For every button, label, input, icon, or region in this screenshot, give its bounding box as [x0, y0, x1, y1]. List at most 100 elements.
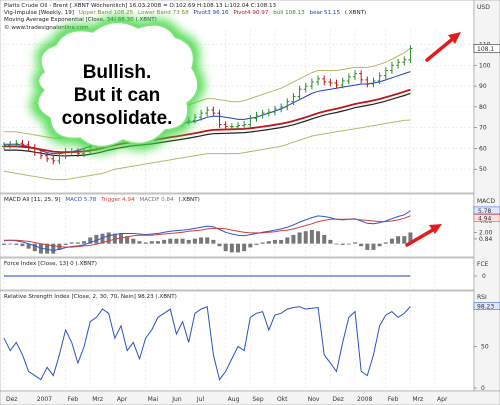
time-axis-label-15: Mrz — [412, 396, 423, 403]
macd-hist-bar-11 — [69, 242, 74, 244]
bubble-annotation: Bullish. But it can consolidate. — [30, 15, 205, 154]
macd-hist-bar-4 — [26, 243, 31, 249]
time-axis-label-4: Apr — [117, 396, 128, 403]
macd-hist-bar-55 — [340, 243, 345, 245]
bubble-line-1: Bullish. — [83, 62, 152, 83]
macd-hist-bar-29 — [180, 238, 185, 244]
macd-hist-bar-21 — [131, 238, 136, 244]
macd-hist-bar-64 — [396, 236, 401, 244]
time-axis-label-0: Dez — [6, 396, 17, 403]
price-tick-label-5: 100 — [479, 62, 491, 69]
upper-band-label: Upper Band 108.25 — [79, 10, 134, 16]
macd-hist-bar-53 — [328, 239, 333, 244]
macd-hist-bar-31 — [192, 238, 197, 244]
bear-label: bear 51.15 — [310, 10, 341, 16]
rsi-panel — [0, 290, 475, 392]
rsi-axis-label: RSI — [477, 294, 487, 301]
macd-hist-bar-61 — [377, 243, 382, 247]
rsi-line — [3, 305, 411, 381]
macd-hist-bar-24 — [149, 241, 154, 244]
macd-hist-bar-39 — [242, 243, 247, 252]
last-price-badge — [473, 44, 500, 53]
macd-hist-bar-22 — [137, 241, 142, 244]
macd-hist-bar-35 — [217, 243, 222, 247]
watermark: © www.tradesignalonline.com — [4, 24, 89, 31]
price-tick-label-2: 70 — [479, 125, 487, 132]
macd-hist-bar-46 — [285, 237, 290, 244]
macd-hist-bar-23 — [143, 242, 148, 244]
header-line-1: Platts Crude Oil - Brent [.XBNT Wöchentl… — [4, 3, 277, 9]
bubble-line-3: consolidate. — [62, 108, 173, 129]
macd-hist-bar-15 — [94, 234, 99, 244]
macd-tick-label-2: 0.84 — [479, 236, 493, 243]
time-axis-area — [0, 390, 500, 405]
macd-hist-bar-44 — [272, 239, 277, 244]
time-axis-label-7: Jul — [196, 396, 205, 403]
macd-title-suffix: (.XBNT) — [178, 197, 199, 203]
bubble-line-2: But it can — [74, 85, 161, 106]
last-price-label: 108.1 — [477, 46, 494, 53]
macd-value-label: 5.78 — [478, 208, 492, 215]
macd-hist-bar-50 — [309, 229, 314, 244]
macd-hist-bar-41 — [254, 243, 259, 245]
macd-line — [3, 210, 411, 252]
macd-hist-bar-20 — [125, 236, 130, 244]
macd-hist-bar-58 — [359, 243, 364, 247]
macd-hist-bar-16 — [100, 233, 105, 244]
macd-hist-bar-8 — [51, 243, 56, 254]
macd-tick-label-1: 2.00 — [479, 229, 493, 236]
macd-hist-bar-49 — [303, 231, 308, 244]
macd-hist-bar-45 — [279, 239, 284, 244]
macd-hist-bar-3 — [20, 243, 25, 247]
macd-hist-bar-65 — [402, 236, 407, 244]
rsi-title: Relative Strength Index [Close, 2, 30, 7… — [4, 294, 177, 300]
price-tick-label-3: 80 — [479, 104, 487, 111]
macd-hist-bar-51 — [316, 231, 321, 244]
macd-hist-bar-42 — [260, 242, 265, 244]
macd-hist-bar-66 — [408, 232, 413, 244]
rsi-tick-label-0: 50 — [481, 344, 489, 351]
rsi-group — [3, 305, 411, 381]
force-panel — [0, 257, 475, 291]
macd-hist-bar-59 — [365, 243, 370, 250]
price-tick-label-0: 50 — [479, 166, 487, 173]
header-line-2: Vig-Impulse [Weekly, 19] Upper Band 108.… — [4, 10, 366, 16]
macd-hist-bar-13 — [82, 241, 87, 244]
vig-impulse-label: Vig-Impulse [Weekly, 19] — [4, 10, 74, 16]
macd-hist-bar-40 — [248, 243, 253, 248]
trigger-line — [4, 215, 411, 248]
macd-hist-bar-17 — [106, 232, 111, 244]
macd-hist-bar-12 — [75, 242, 80, 244]
macd-hist-bar-63 — [389, 238, 394, 244]
macd-hist-bar-32 — [199, 237, 204, 244]
rsi-tick-label-1: 0 — [481, 385, 485, 392]
rsi-value-label: 98.23 — [477, 303, 494, 310]
price-tick-label-4: 90 — [479, 83, 487, 90]
time-axis-label-16: Apr — [437, 396, 448, 403]
time-axis-label-10: Okt — [277, 396, 288, 403]
macd-hist-bar-34 — [211, 239, 216, 244]
macd-hist-bar-10 — [63, 243, 68, 245]
time-axis-label-8: Aug — [228, 396, 240, 403]
lower-band-label: Lower Band 73.68 — [138, 10, 189, 16]
macd-hist-bar-56 — [346, 243, 351, 245]
price-arrow — [425, 32, 461, 62]
lower-band-line — [3, 119, 411, 181]
time-axis-label-2: Feb — [68, 396, 79, 403]
axes-group: Dez 2007 Feb Mrz Apr Mai Jun Jul Aug Sep Okt Nov Dez… — [6, 42, 500, 403]
time-axis-label-13: 2008 — [357, 396, 372, 403]
force-title: Force Index [Close, 13] 0 (.XBNT) — [4, 261, 97, 267]
macd-hist-bar-33 — [205, 237, 210, 244]
time-axis-label-12: Dez — [332, 396, 343, 403]
macd-axis-label: MACD — [477, 198, 495, 205]
macd-hist-bar-54 — [334, 243, 339, 245]
macd-hist-bar-27 — [168, 238, 173, 244]
pivot4-label: Pivot4 90.97 — [233, 10, 269, 16]
macd-hist-bar-43 — [266, 241, 271, 244]
macd-value-badge — [473, 206, 500, 215]
trigger-value-badge — [473, 214, 500, 222]
force-tick-label: 0 — [482, 273, 486, 280]
macd-title: MACD All [11, 25, 9] MACD 5.78 Trigger 4… — [4, 197, 200, 203]
macd-group — [2, 210, 413, 254]
macd-hist-bar-57 — [353, 242, 357, 244]
